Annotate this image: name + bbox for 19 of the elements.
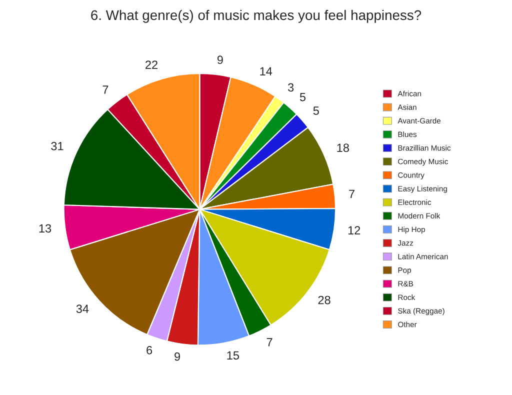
- data-label: 5: [300, 92, 306, 102]
- data-label: 6: [146, 346, 152, 354]
- data-label: 18: [337, 144, 349, 152]
- data-label: 13: [39, 224, 52, 233]
- data-label: 28: [318, 296, 330, 304]
- data-label: 9: [217, 56, 223, 64]
- data-label: 22: [146, 60, 158, 69]
- data-label: 3: [288, 83, 294, 92]
- data-label: 7: [266, 338, 272, 346]
- data-label: 7: [102, 86, 108, 94]
- data-label: 15: [227, 351, 240, 360]
- data-label: 34: [76, 304, 89, 314]
- data-label: 7: [349, 190, 354, 198]
- data-label: 14: [260, 67, 272, 76]
- chart-title: 6. What genre(s) of music makes you feel happiness?: [91, 10, 422, 23]
- data-label: 5: [313, 106, 319, 115]
- data-label: 31: [51, 142, 64, 150]
- data-label: 12: [348, 226, 360, 234]
- data-label: 9: [174, 352, 180, 361]
